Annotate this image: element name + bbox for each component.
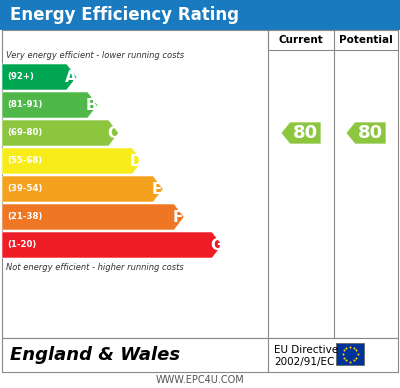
Text: Not energy efficient - higher running costs: Not energy efficient - higher running co…	[6, 263, 184, 272]
Text: England & Wales: England & Wales	[10, 346, 180, 364]
Text: (55-68): (55-68)	[7, 156, 42, 166]
Text: EU Directive: EU Directive	[274, 345, 338, 355]
Polygon shape	[2, 176, 163, 202]
Polygon shape	[2, 232, 222, 258]
Text: Potential: Potential	[339, 35, 393, 45]
Bar	[2, 30, 398, 338]
Text: WWW.EPC4U.COM: WWW.EPC4U.COM	[156, 375, 244, 385]
Text: A: A	[65, 69, 76, 85]
Polygon shape	[281, 122, 321, 144]
Polygon shape	[2, 92, 98, 118]
Text: C: C	[107, 125, 118, 140]
Text: (92+): (92+)	[7, 73, 34, 81]
Text: G: G	[210, 237, 222, 253]
Text: Current: Current	[279, 35, 323, 45]
Bar	[2, 338, 398, 372]
Text: F: F	[173, 210, 183, 225]
Text: D: D	[130, 154, 142, 168]
Text: (39-54): (39-54)	[7, 185, 42, 194]
Text: (69-80): (69-80)	[7, 128, 42, 137]
Text: 2002/91/EC: 2002/91/EC	[274, 357, 334, 367]
Text: Very energy efficient - lower running costs: Very energy efficient - lower running co…	[6, 52, 184, 61]
Polygon shape	[2, 64, 77, 90]
Text: E: E	[152, 182, 162, 196]
Text: (1-20): (1-20)	[7, 241, 36, 249]
Polygon shape	[2, 204, 184, 230]
Text: B: B	[86, 97, 98, 113]
Bar	[0, 0, 400, 30]
Text: (21-38): (21-38)	[7, 213, 42, 222]
Text: (81-91): (81-91)	[7, 100, 42, 109]
Polygon shape	[2, 148, 142, 174]
Bar	[336, 343, 364, 365]
Bar	[268, 30, 398, 50]
Polygon shape	[2, 120, 118, 146]
Polygon shape	[346, 122, 386, 144]
Text: Energy Efficiency Rating: Energy Efficiency Rating	[10, 6, 239, 24]
Text: 80: 80	[358, 124, 383, 142]
Text: 80: 80	[293, 124, 318, 142]
